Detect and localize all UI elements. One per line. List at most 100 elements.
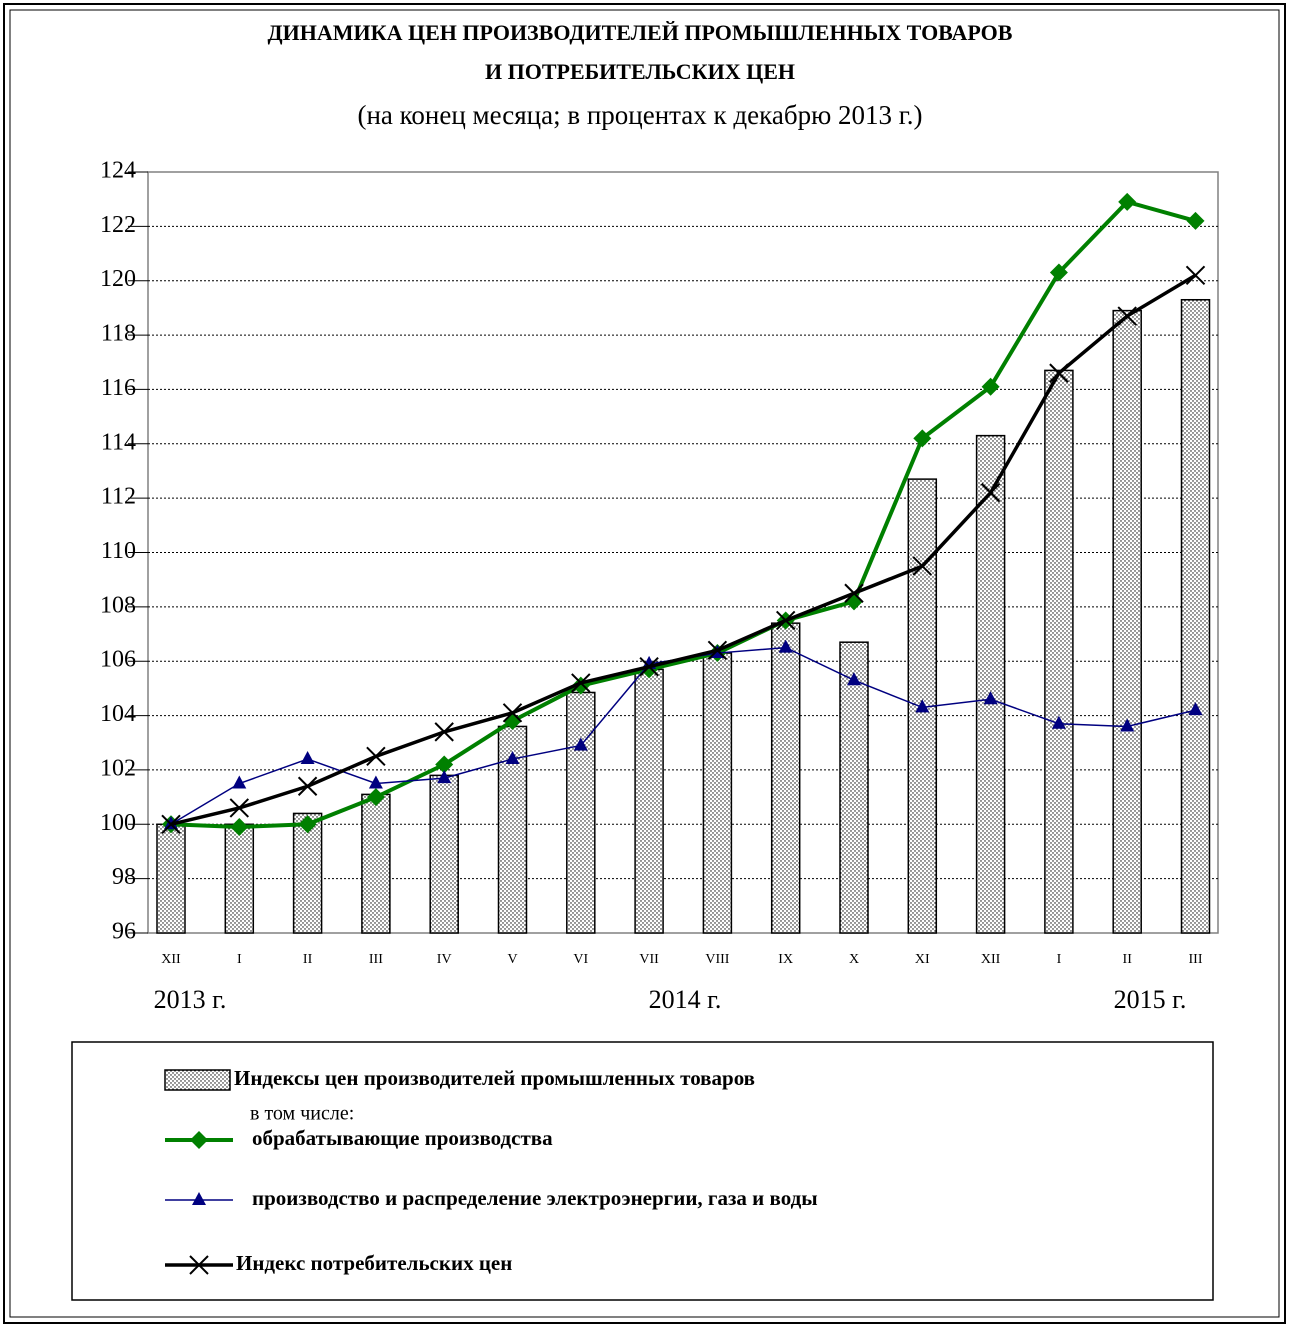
marker bbox=[844, 583, 864, 603]
marker bbox=[778, 639, 793, 653]
marker bbox=[232, 775, 247, 789]
bar bbox=[634, 668, 664, 934]
x-tick-label: II bbox=[1123, 952, 1133, 967]
x-tick-label: VIII bbox=[705, 952, 729, 967]
legend-label: обрабатывающие производства bbox=[252, 1126, 553, 1150]
y-tick-label: 110 bbox=[101, 538, 136, 564]
legend-label: Индекс потребительских цен bbox=[236, 1251, 512, 1275]
legend-box bbox=[71, 1041, 1214, 1301]
y-tick-label: 122 bbox=[100, 212, 136, 238]
marker bbox=[707, 640, 728, 661]
marker bbox=[1118, 192, 1137, 211]
legend-marker bbox=[190, 1131, 208, 1149]
marker bbox=[915, 699, 930, 713]
marker bbox=[1049, 363, 1069, 383]
x-tick-label: IX bbox=[778, 952, 793, 967]
subtitle: (на конец месяца; в процентах к декабрю … bbox=[357, 100, 922, 130]
marker bbox=[435, 755, 454, 774]
legend-note: в том числе: bbox=[250, 1103, 354, 1125]
frame-outer bbox=[3, 3, 1286, 1324]
bar bbox=[702, 652, 733, 934]
marker bbox=[1049, 263, 1068, 282]
x-tick-label: V bbox=[507, 952, 517, 967]
bar bbox=[1044, 369, 1074, 934]
marker bbox=[366, 746, 386, 767]
marker bbox=[913, 429, 932, 448]
legend-swatch bbox=[164, 1069, 231, 1091]
marker bbox=[298, 815, 317, 834]
bar bbox=[770, 622, 801, 934]
marker bbox=[502, 703, 523, 723]
marker bbox=[437, 770, 452, 784]
marker bbox=[229, 798, 250, 818]
marker bbox=[297, 776, 318, 796]
bar bbox=[975, 434, 1006, 934]
marker bbox=[571, 673, 591, 693]
marker bbox=[300, 751, 315, 765]
y-tick-label: 118 bbox=[101, 321, 136, 347]
year-label: 2015 г. bbox=[1114, 985, 1187, 1014]
bar bbox=[361, 793, 391, 934]
year-label: 2013 г. bbox=[154, 985, 227, 1014]
marker bbox=[1185, 265, 1206, 285]
bar bbox=[1112, 309, 1142, 934]
year-label: 2014 г. bbox=[649, 985, 722, 1014]
line bbox=[170, 646, 1196, 825]
legend-marker bbox=[192, 1192, 206, 1205]
y-tick-label: 114 bbox=[101, 429, 136, 455]
bar bbox=[839, 641, 869, 934]
y-tick-label: 98 bbox=[112, 864, 136, 890]
x-tick-label: III bbox=[369, 952, 383, 967]
marker bbox=[573, 737, 588, 751]
x-tick-label: I bbox=[237, 952, 242, 967]
marker bbox=[1051, 715, 1066, 729]
marker bbox=[505, 751, 520, 765]
x-tick-label: I bbox=[1057, 952, 1062, 967]
x-tick-label: III bbox=[1189, 952, 1203, 967]
x-tick-label: II bbox=[303, 952, 313, 967]
bar bbox=[429, 774, 459, 934]
marker bbox=[912, 556, 933, 576]
marker bbox=[983, 691, 998, 705]
marker bbox=[639, 656, 659, 677]
marker bbox=[981, 377, 1000, 396]
marker bbox=[1117, 306, 1137, 326]
title: ДИНАМИКА ЦЕН ПРОИЗВОДИТЕЛЕЙ ПРОМЫШЛЕННЫХ… bbox=[268, 20, 1013, 45]
x-tick-label: XII bbox=[981, 952, 1001, 967]
marker bbox=[1186, 211, 1205, 230]
marker bbox=[1188, 702, 1203, 716]
title: И ПОТРЕБИТЕЛЬСКИХ ЦЕН bbox=[485, 59, 795, 84]
line bbox=[170, 199, 1197, 830]
y-tick-label: 120 bbox=[100, 266, 136, 292]
bar bbox=[292, 812, 323, 934]
x-tick-label: XI bbox=[915, 952, 930, 967]
marker bbox=[1120, 718, 1135, 732]
legend-label: Индексы цен производителей промышленных … bbox=[234, 1066, 755, 1090]
y-tick-label: 100 bbox=[100, 810, 136, 836]
marker bbox=[775, 610, 796, 631]
y-tick-label: 116 bbox=[101, 375, 136, 401]
line bbox=[170, 273, 1197, 826]
marker bbox=[368, 775, 383, 789]
y-tick-label: 108 bbox=[100, 592, 136, 618]
y-tick-label: 104 bbox=[100, 701, 136, 727]
x-tick-label: IV bbox=[437, 952, 452, 967]
frame-inner bbox=[9, 9, 1280, 1318]
marker bbox=[434, 722, 454, 742]
y-tick-label: 112 bbox=[101, 484, 136, 510]
bar bbox=[156, 823, 186, 934]
x-tick-label: X bbox=[849, 952, 859, 967]
y-tick-label: 96 bbox=[112, 919, 136, 945]
legend-label: производство и распределение электроэнер… bbox=[252, 1186, 818, 1210]
x-tick-label: VI bbox=[573, 952, 588, 967]
marker bbox=[230, 818, 249, 837]
bar bbox=[1180, 298, 1211, 934]
x-tick-label: VII bbox=[639, 952, 659, 967]
marker bbox=[161, 814, 181, 834]
bar bbox=[224, 823, 255, 934]
y-tick-label: 102 bbox=[100, 755, 136, 781]
marker bbox=[980, 482, 1001, 503]
marker bbox=[847, 672, 861, 686]
x-tick-label: XII bbox=[161, 952, 181, 967]
